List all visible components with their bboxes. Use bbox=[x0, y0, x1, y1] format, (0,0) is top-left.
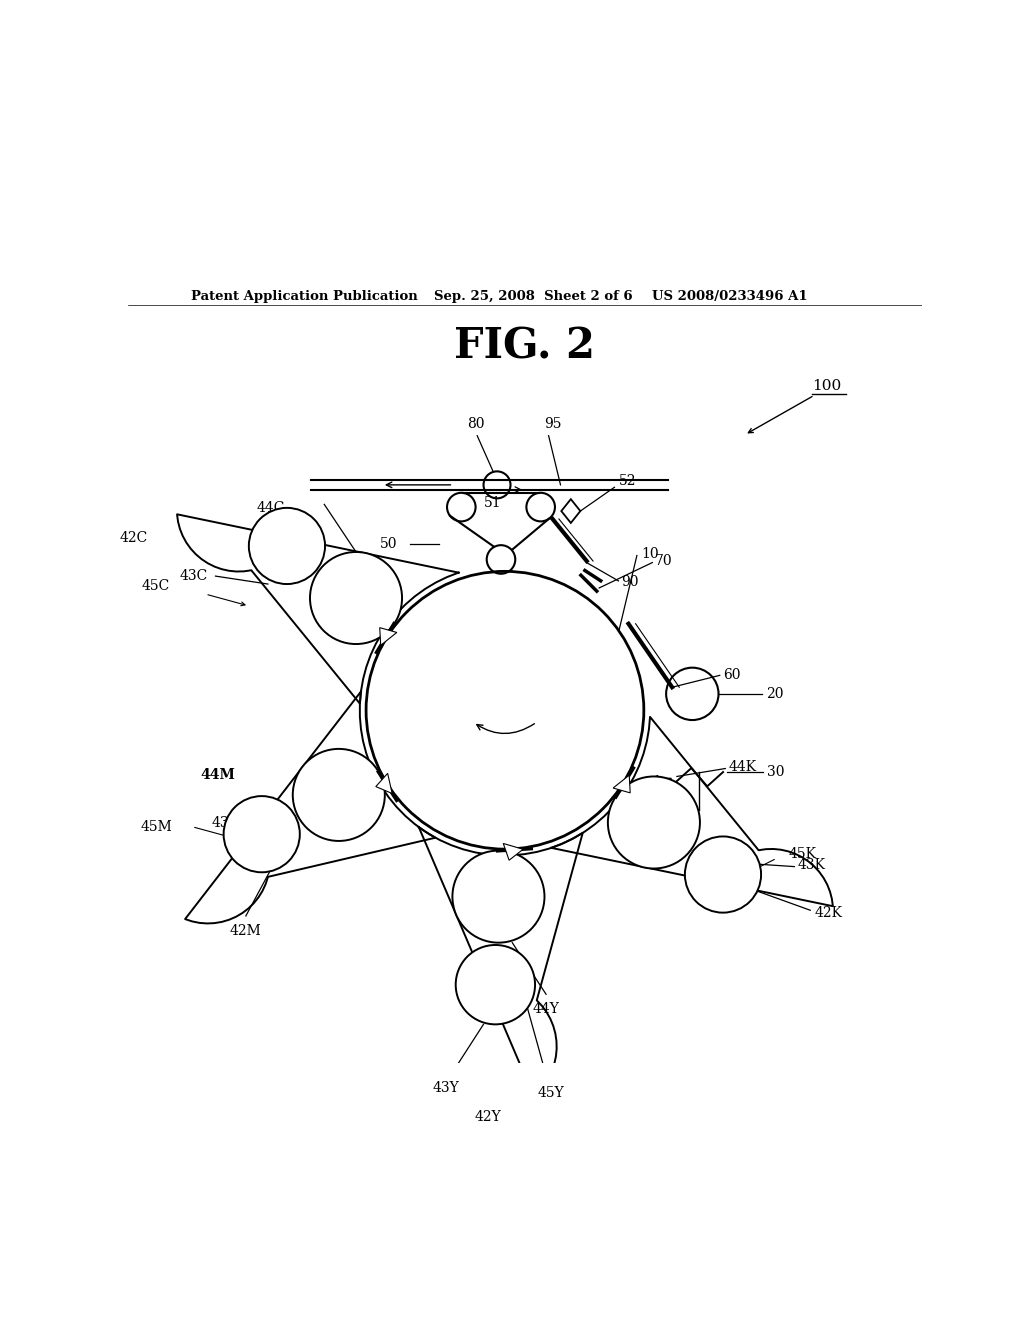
Text: 43M: 43M bbox=[212, 816, 244, 830]
Text: 42M: 42M bbox=[230, 924, 262, 939]
Polygon shape bbox=[376, 774, 392, 793]
Text: 43Y: 43Y bbox=[433, 1081, 460, 1096]
Text: 45K: 45K bbox=[788, 847, 817, 861]
Circle shape bbox=[293, 748, 385, 841]
Text: 52: 52 bbox=[618, 474, 636, 488]
Text: 42C: 42C bbox=[120, 531, 148, 545]
Circle shape bbox=[453, 850, 545, 942]
Polygon shape bbox=[380, 627, 397, 645]
Text: Patent Application Publication: Patent Application Publication bbox=[191, 289, 418, 302]
Text: 95: 95 bbox=[544, 417, 561, 430]
Text: 44C: 44C bbox=[256, 502, 285, 515]
Text: 45C: 45C bbox=[141, 579, 170, 593]
Text: 90: 90 bbox=[621, 576, 638, 590]
Polygon shape bbox=[613, 775, 630, 793]
Text: 20: 20 bbox=[766, 686, 783, 701]
Circle shape bbox=[608, 776, 700, 869]
Text: 45M: 45M bbox=[140, 820, 172, 834]
Circle shape bbox=[456, 945, 536, 1024]
Text: 100: 100 bbox=[812, 379, 842, 393]
Text: FIG. 2: FIG. 2 bbox=[455, 325, 595, 367]
Text: 44Y: 44Y bbox=[532, 1002, 559, 1016]
Text: 51: 51 bbox=[484, 496, 502, 510]
Text: 10: 10 bbox=[641, 546, 658, 561]
Polygon shape bbox=[503, 843, 523, 861]
Text: 44K: 44K bbox=[728, 760, 757, 774]
Circle shape bbox=[310, 552, 402, 644]
Text: 44M: 44M bbox=[201, 768, 236, 781]
Text: 45Y: 45Y bbox=[538, 1086, 564, 1101]
Text: US 2008/0233496 A1: US 2008/0233496 A1 bbox=[652, 289, 807, 302]
Text: 80: 80 bbox=[467, 417, 484, 430]
Text: 42Y: 42Y bbox=[474, 1110, 501, 1125]
Text: 43K: 43K bbox=[798, 858, 825, 873]
Text: 30: 30 bbox=[767, 766, 784, 779]
Text: 50: 50 bbox=[380, 537, 397, 550]
Text: 60: 60 bbox=[723, 668, 740, 681]
Text: Sep. 25, 2008  Sheet 2 of 6: Sep. 25, 2008 Sheet 2 of 6 bbox=[433, 289, 632, 302]
Text: 70: 70 bbox=[654, 554, 673, 568]
Text: 43C: 43C bbox=[179, 569, 208, 583]
Circle shape bbox=[249, 508, 325, 583]
Text: 42K: 42K bbox=[814, 906, 843, 920]
Circle shape bbox=[223, 796, 300, 873]
Circle shape bbox=[685, 837, 761, 912]
